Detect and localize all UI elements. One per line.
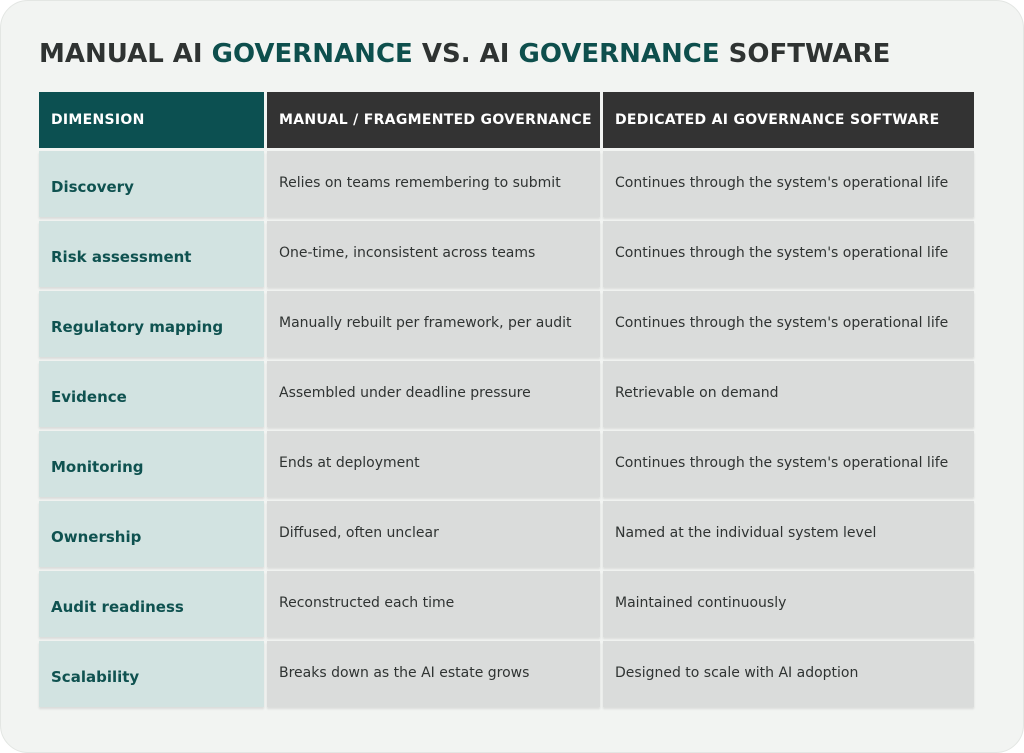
table-row: Evidence Assembled under deadline pressu… bbox=[39, 361, 974, 427]
manual-cell: One-time, inconsistent across teams bbox=[267, 221, 600, 287]
dimension-cell: Evidence bbox=[39, 361, 264, 427]
software-cell: Continues through the system's operation… bbox=[603, 221, 974, 287]
title-part-5: SOFTWARE bbox=[719, 39, 891, 69]
manual-cell: Breaks down as the AI estate grows bbox=[267, 641, 600, 707]
software-cell: Continues through the system's operation… bbox=[603, 151, 974, 217]
manual-cell: Assembled under deadline pressure bbox=[267, 361, 600, 427]
header-manual-governance: MANUAL / FRAGMENTED GOVERNANCE bbox=[267, 92, 600, 148]
dimension-cell: Monitoring bbox=[39, 431, 264, 497]
software-cell: Continues through the system's operation… bbox=[603, 431, 974, 497]
page-title: MANUAL AI GOVERNANCE VS. AI GOVERNANCE S… bbox=[39, 37, 890, 71]
table-row: Audit readiness Reconstructed each time … bbox=[39, 571, 974, 637]
dimension-cell: Ownership bbox=[39, 501, 264, 567]
title-part-1: MANUAL AI bbox=[39, 39, 212, 69]
title-part-3: VS. AI bbox=[412, 39, 519, 69]
dimension-cell: Audit readiness bbox=[39, 571, 264, 637]
table-row: Monitoring Ends at deployment Continues … bbox=[39, 431, 974, 497]
software-cell: Retrievable on demand bbox=[603, 361, 974, 427]
header-dedicated-software: DEDICATED AI GOVERNANCE SOFTWARE bbox=[603, 92, 974, 148]
software-cell: Continues through the system's operation… bbox=[603, 291, 974, 357]
comparison-table: DIMENSION MANUAL / FRAGMENTED GOVERNANCE… bbox=[39, 92, 974, 711]
manual-cell: Diffused, often unclear bbox=[267, 501, 600, 567]
manual-cell: Ends at deployment bbox=[267, 431, 600, 497]
software-cell: Named at the individual system level bbox=[603, 501, 974, 567]
manual-cell: Manually rebuilt per framework, per audi… bbox=[267, 291, 600, 357]
table-row: Risk assessment One-time, inconsistent a… bbox=[39, 221, 974, 287]
manual-cell: Reconstructed each time bbox=[267, 571, 600, 637]
dimension-cell: Scalability bbox=[39, 641, 264, 707]
header-dimension: DIMENSION bbox=[39, 92, 264, 148]
title-accent-2: GOVERNANCE bbox=[518, 39, 720, 69]
table-row: Regulatory mapping Manually rebuilt per … bbox=[39, 291, 974, 357]
title-accent-1: GOVERNANCE bbox=[211, 39, 413, 69]
table-row: Discovery Relies on teams remembering to… bbox=[39, 151, 974, 217]
table-row: Ownership Diffused, often unclear Named … bbox=[39, 501, 974, 567]
software-cell: Maintained continuously bbox=[603, 571, 974, 637]
software-cell: Designed to scale with AI adoption bbox=[603, 641, 974, 707]
dimension-cell: Risk assessment bbox=[39, 221, 264, 287]
manual-cell: Relies on teams remembering to submit bbox=[267, 151, 600, 217]
dimension-cell: Regulatory mapping bbox=[39, 291, 264, 357]
table-header-row: DIMENSION MANUAL / FRAGMENTED GOVERNANCE… bbox=[39, 92, 974, 148]
table-row: Scalability Breaks down as the AI estate… bbox=[39, 641, 974, 707]
dimension-cell: Discovery bbox=[39, 151, 264, 217]
